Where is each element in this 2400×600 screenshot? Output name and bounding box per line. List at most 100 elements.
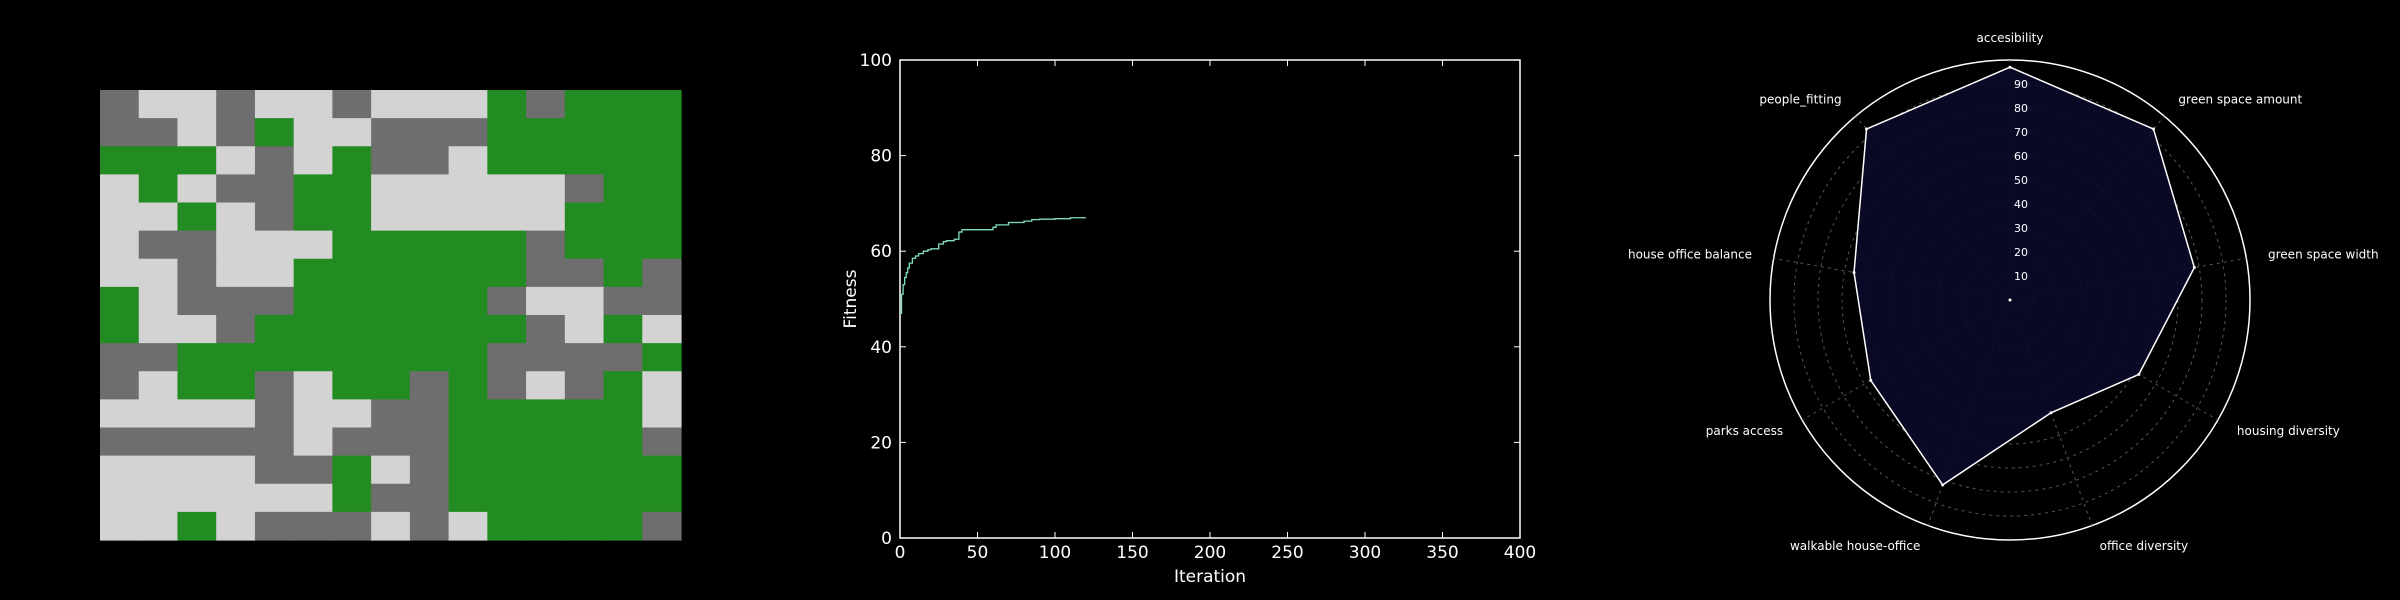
- radar-category-label: green space width: [2268, 248, 2379, 262]
- radar-point: [2151, 127, 2155, 131]
- grid-cell: [603, 118, 643, 147]
- grid-cell: [564, 230, 605, 260]
- grid-cell: [254, 455, 295, 485]
- grid-cell: [487, 118, 527, 147]
- grid-cell: [177, 455, 217, 485]
- grid-cell: [409, 174, 450, 204]
- grid-cell: [177, 258, 217, 288]
- grid-cell: [100, 230, 140, 260]
- grid-cell: [293, 371, 333, 400]
- grid-cell: [526, 455, 566, 485]
- grid-cell: [293, 455, 333, 485]
- grid-cell: [487, 427, 527, 457]
- grid-cell: [254, 146, 295, 175]
- grid-cell: [332, 371, 372, 400]
- grid-cell: [564, 399, 605, 429]
- grid-cell: [293, 286, 333, 316]
- grid-cell: [642, 483, 682, 513]
- x-tick-label: 350: [1426, 543, 1458, 563]
- grid-cell: [100, 258, 140, 288]
- grid-cell: [487, 455, 527, 485]
- grid-cell: [564, 146, 605, 175]
- grid-cell: [138, 146, 179, 175]
- grid-cell: [100, 146, 140, 175]
- grid-cell: [254, 511, 295, 541]
- grid-cell: [100, 90, 140, 119]
- grid-cell: [216, 483, 256, 513]
- grid-cell: [138, 202, 179, 232]
- grid-cell: [487, 483, 527, 513]
- grid-cell: [332, 427, 372, 457]
- radar-point: [1869, 378, 1873, 382]
- grid-cell: [564, 427, 605, 457]
- grid-cell: [371, 202, 411, 232]
- grid-cell: [254, 118, 295, 147]
- grid-cell: [138, 258, 179, 288]
- grid-cell: [603, 90, 643, 119]
- grid-cell: [642, 146, 682, 175]
- radar-point: [2137, 372, 2141, 376]
- fitness-line: [900, 217, 1086, 314]
- radar-point: [1852, 270, 1856, 274]
- grid-cell: [216, 371, 256, 400]
- radar-tick-label: 90: [2014, 78, 2028, 91]
- radar-category-label: green space amount: [2178, 92, 2302, 106]
- grid-cell: [564, 455, 605, 485]
- grid-cell: [177, 118, 217, 147]
- grid-cell: [603, 427, 643, 457]
- radar-point: [1865, 127, 1869, 131]
- grid-cell: [332, 483, 372, 513]
- grid-cell: [371, 511, 411, 541]
- grid-cell: [564, 483, 605, 513]
- grid-cell: [603, 399, 643, 429]
- grid-cell: [138, 315, 179, 344]
- grid-cell: [371, 315, 411, 344]
- grid-cell: [603, 174, 643, 204]
- grid-cell: [642, 427, 682, 457]
- grid-cell: [293, 399, 333, 429]
- grid-cell: [448, 371, 488, 400]
- grid-cell: [100, 286, 140, 316]
- grid-cell: [448, 230, 488, 260]
- grid-cell: [409, 343, 450, 372]
- grid-cell: [254, 399, 295, 429]
- radar-point: [2008, 65, 2012, 69]
- grid-cell: [642, 90, 682, 119]
- grid-cell: [293, 146, 333, 175]
- grid-cell: [642, 202, 682, 232]
- grid-cell: [603, 455, 643, 485]
- grid-cell: [216, 202, 256, 232]
- grid-cell: [448, 174, 488, 204]
- grid-cell: [409, 371, 450, 400]
- grid-cell: [526, 146, 566, 175]
- radar-tick-label: 40: [2014, 198, 2028, 211]
- grid-cell: [100, 427, 140, 457]
- grid-cell: [526, 230, 566, 260]
- grid-cell: [332, 118, 372, 147]
- radar-category-label: walkable house-office: [1790, 539, 1920, 553]
- grid-cell: [100, 483, 140, 513]
- grid-cell: [642, 455, 682, 485]
- grid-cell: [371, 286, 411, 316]
- y-tick-label: 80: [870, 147, 892, 167]
- grid-cell: [332, 258, 372, 288]
- grid-cell: [100, 118, 140, 147]
- grid-cell: [642, 399, 682, 429]
- grid-cell: [409, 258, 450, 288]
- grid-cell: [254, 315, 295, 344]
- grid-cell: [177, 230, 217, 260]
- grid-cell: [216, 455, 256, 485]
- grid-cell: [448, 511, 488, 541]
- grid-cell: [371, 118, 411, 147]
- grid-cell: [642, 118, 682, 147]
- grid-cell: [293, 483, 333, 513]
- grid-cell: [526, 258, 566, 288]
- grid-cell: [371, 174, 411, 204]
- x-axis-label: Iteration: [1174, 567, 1246, 587]
- grid-cell: [564, 343, 605, 372]
- y-axis-label: Fitness: [841, 269, 861, 328]
- y-tick-label: 20: [870, 433, 892, 453]
- grid-cell: [448, 483, 488, 513]
- grid-cell: [487, 174, 527, 204]
